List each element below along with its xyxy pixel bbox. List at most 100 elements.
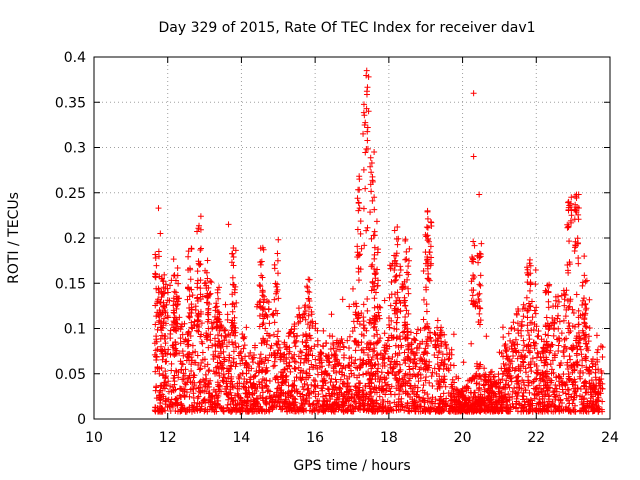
data-point — [573, 291, 580, 298]
data-point — [501, 391, 508, 398]
data-point — [534, 349, 541, 356]
data-point — [578, 351, 585, 358]
data-point — [269, 311, 276, 318]
data-point — [327, 346, 334, 353]
data-point — [323, 397, 330, 404]
data-point — [318, 357, 325, 364]
data-point — [297, 348, 304, 355]
data-point — [194, 280, 201, 287]
data-point — [532, 267, 539, 274]
data-point — [384, 337, 391, 344]
data-point — [279, 374, 286, 381]
data-point — [579, 282, 586, 289]
data-point — [445, 356, 452, 363]
data-point — [165, 378, 172, 385]
data-point — [238, 355, 245, 362]
data-point — [352, 309, 359, 316]
data-point — [153, 353, 160, 360]
data-point — [406, 245, 413, 252]
data-point — [555, 298, 562, 305]
data-point — [528, 397, 535, 404]
data-point — [413, 349, 420, 356]
data-point — [229, 300, 236, 307]
data-point — [478, 240, 485, 247]
data-point — [162, 401, 169, 408]
data-point — [226, 407, 233, 414]
data-point — [528, 298, 535, 305]
data-point — [192, 348, 199, 355]
x-tick-label: 16 — [306, 430, 324, 446]
data-point — [448, 404, 455, 411]
data-point — [438, 376, 445, 383]
data-point — [558, 399, 565, 406]
data-point — [391, 260, 398, 267]
data-point — [514, 373, 521, 380]
data-point — [316, 397, 323, 404]
data-point — [356, 363, 363, 370]
data-point — [274, 270, 281, 277]
data-point — [313, 404, 320, 411]
data-point — [322, 408, 329, 415]
data-point — [172, 289, 179, 296]
data-point — [195, 313, 202, 320]
chart-title: Day 329 of 2015, Rate Of TEC Index for r… — [158, 20, 535, 36]
data-point — [526, 379, 533, 386]
data-point — [500, 360, 507, 367]
data-point — [337, 346, 344, 353]
data-point — [153, 384, 160, 391]
data-point — [544, 401, 551, 408]
data-point — [574, 240, 581, 247]
data-point — [403, 248, 410, 255]
data-point — [587, 384, 594, 391]
data-point — [278, 368, 285, 375]
data-point — [561, 302, 568, 309]
data-point — [513, 395, 520, 402]
data-point — [476, 310, 483, 317]
data-point — [224, 316, 231, 323]
data-point — [397, 267, 404, 274]
data-point — [569, 306, 576, 313]
data-point — [153, 300, 160, 307]
data-point — [417, 398, 424, 405]
data-point — [525, 399, 532, 406]
data-point — [208, 279, 215, 286]
data-point — [285, 382, 292, 389]
data-point — [294, 313, 301, 320]
data-point — [246, 376, 253, 383]
data-point — [155, 296, 162, 303]
data-point — [156, 392, 163, 399]
data-point — [175, 280, 182, 287]
data-point — [599, 398, 606, 405]
data-point — [540, 344, 547, 351]
data-point — [525, 271, 532, 278]
data-point — [256, 381, 263, 388]
data-point — [555, 293, 562, 300]
data-point — [162, 340, 169, 347]
data-point — [397, 406, 404, 413]
data-point — [346, 303, 353, 310]
data-point — [247, 397, 254, 404]
data-point — [547, 361, 554, 368]
data-point — [556, 318, 563, 325]
data-point — [470, 374, 477, 381]
data-point — [371, 228, 378, 235]
data-point — [236, 375, 243, 382]
data-point — [570, 396, 577, 403]
data-point — [365, 73, 372, 80]
data-point — [371, 317, 378, 324]
data-point — [186, 404, 193, 411]
data-point — [326, 386, 333, 393]
data-point — [240, 383, 247, 390]
data-point — [363, 145, 370, 152]
data-point — [377, 304, 384, 311]
data-point — [568, 362, 575, 369]
data-point — [521, 354, 528, 361]
data-point — [565, 319, 572, 326]
data-point — [498, 350, 505, 357]
data-point — [228, 259, 235, 266]
data-point — [541, 392, 548, 399]
x-axis-label: GPS time / hours — [293, 458, 410, 474]
data-point — [197, 285, 204, 292]
data-point — [340, 344, 347, 351]
